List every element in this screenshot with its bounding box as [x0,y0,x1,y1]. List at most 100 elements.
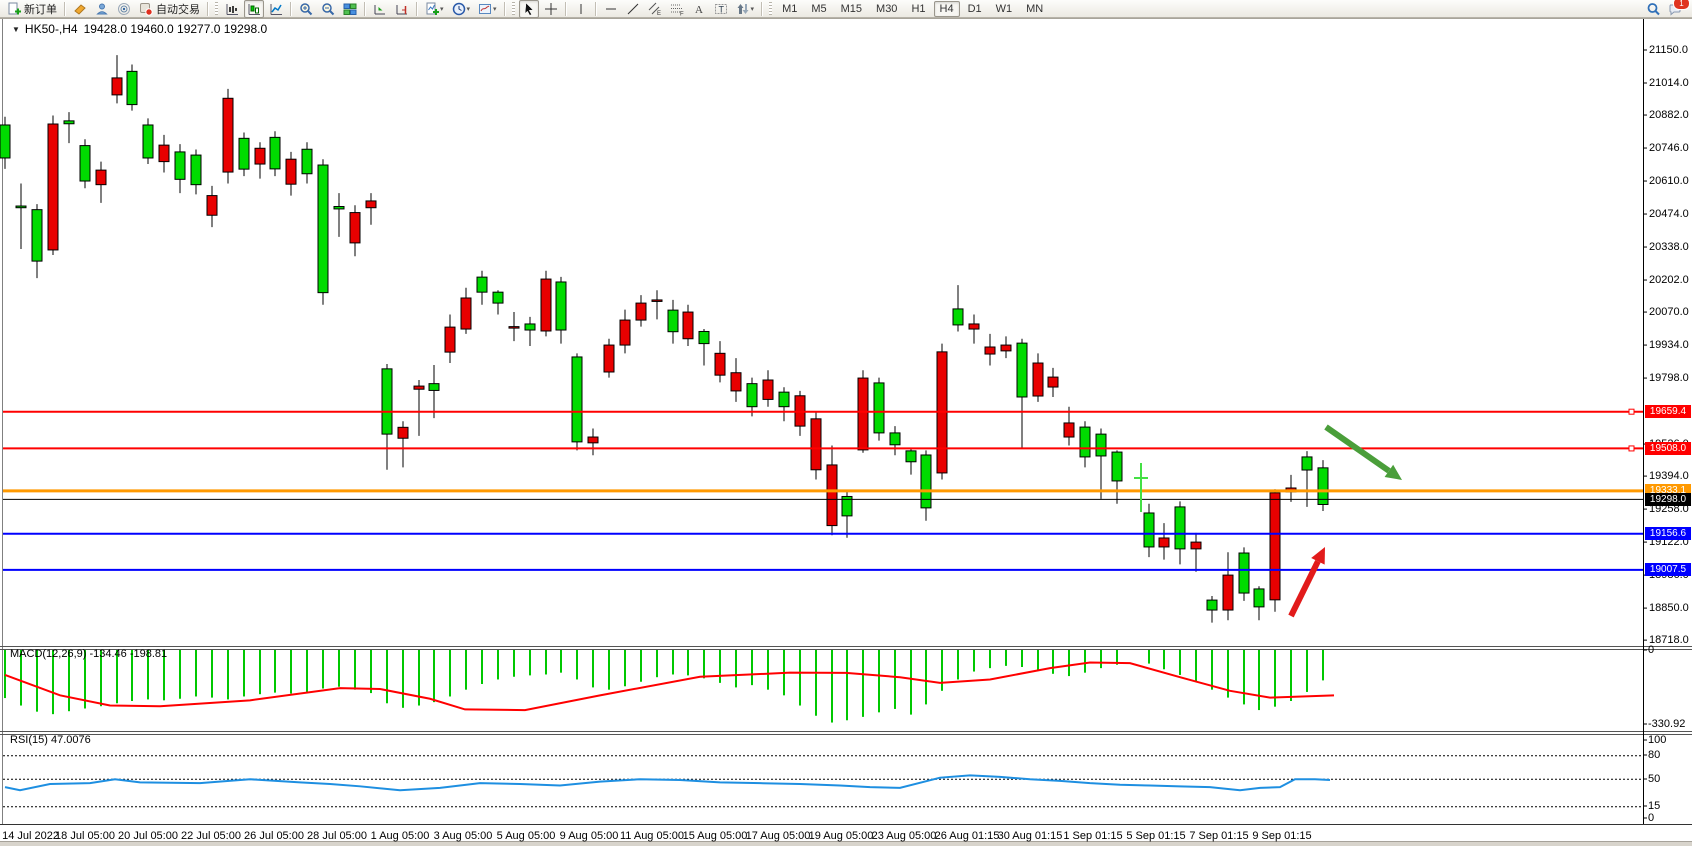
shapes-icon [736,2,750,16]
candle-body [952,308,964,326]
candle-body [730,372,742,392]
search-icon [1646,2,1660,16]
autotrade-icon [139,2,153,16]
hline-button[interactable] [601,0,621,18]
candle-body [15,205,27,209]
chevron-down-icon[interactable]: ▾ [440,5,444,13]
tile-windows-button[interactable] [340,0,360,18]
red-arrow-head[interactable] [1311,547,1325,565]
candle-body [333,206,345,210]
line-chart-button[interactable] [266,0,286,18]
time-axis[interactable] [0,825,1692,841]
candle-body [1269,492,1281,601]
radar-button[interactable] [114,0,134,18]
candle-body [1111,451,1123,482]
toolbar-drag-handle[interactable] [511,2,515,15]
candlestick-series [0,55,1329,623]
zoom-out-button[interactable] [318,0,338,18]
position-cross-marker[interactable] [1134,463,1148,512]
candle-body [126,70,138,106]
timeframe-button-h1[interactable]: H1 [911,2,926,15]
crosshair-button[interactable] [541,0,561,18]
timeframe-button-mn[interactable]: MN [1026,2,1044,15]
timeframe-button-m30[interactable]: M30 [876,2,898,15]
label-button[interactable]: T [711,0,731,18]
bars-chart-button[interactable] [222,0,242,18]
templates-button[interactable]: ▾ [475,0,500,18]
level-handle[interactable] [1628,445,1635,452]
timeframe-button-m1[interactable]: M1 [782,2,798,15]
toolbar-drag-handle[interactable] [769,2,773,15]
candle-body [540,278,552,332]
timeframe-button-m15[interactable]: M15 [840,2,863,15]
green-arrow[interactable] [1324,424,1391,474]
periods-button[interactable]: ▾ [449,0,474,18]
candle-body [1190,541,1202,550]
styler-button[interactable] [70,0,90,18]
candle-body [381,368,393,435]
candle-body [349,212,361,244]
notifications-button[interactable]: 1 [1665,0,1690,18]
trendline-button[interactable] [623,0,643,18]
profile-button[interactable] [92,0,112,18]
candle-body [603,344,615,373]
candle-body [111,77,123,96]
timeframe-button-h4[interactable]: H4 [933,0,960,17]
red-arrow[interactable] [1288,560,1321,618]
level-handle[interactable] [1628,408,1635,415]
zoom-in-button[interactable] [296,0,316,18]
autotrade-button[interactable]: 自动交易 [136,0,203,18]
candle-body [810,418,822,471]
toolbar-separator [290,1,292,16]
candle-body [968,323,980,330]
new-order-button[interactable]: 新订单 [4,0,60,18]
chevron-down-icon[interactable]: ▾ [466,5,471,13]
candle-body [47,123,59,251]
text-button[interactable]: A [689,0,709,18]
autoscroll-button[interactable] [370,0,390,18]
chart-shift-button[interactable] [392,0,412,18]
search-button[interactable] [1643,0,1663,18]
green-arrow-head[interactable] [1384,464,1402,480]
text-icon: A [692,2,706,16]
candle-body [317,164,329,294]
candle-body [158,144,170,163]
cursor-button[interactable] [518,0,539,18]
vline-button[interactable] [571,0,591,18]
candle-body [206,195,218,216]
candle-body [651,299,663,302]
toolbar-separator [416,1,418,16]
shapes-button[interactable]: ▾ [733,0,758,18]
macd-histogram [4,650,1324,723]
candle-body [714,352,726,376]
candle-body [841,495,853,517]
crosshair-icon [544,2,558,16]
chevron-down-icon[interactable]: ▾ [750,5,755,13]
macd-signal-line [4,661,1335,712]
rsi-line [4,774,1331,792]
candle-body [1063,422,1075,438]
candle-body [1143,512,1155,548]
fibo-icon: F [670,2,684,16]
candle-body [444,326,456,353]
candle-body [1000,344,1012,352]
candle-body [142,124,154,159]
timeframe-button-d1[interactable]: D1 [967,2,982,15]
candle-body [1032,362,1044,397]
indicators-button[interactable]: ▾ [422,0,447,18]
timeframe-button-m5[interactable]: M5 [811,2,827,15]
chevron-down-icon[interactable]: ▾ [493,5,497,13]
cursor-icon [522,1,536,16]
chevron-down-icon[interactable]: ▼ [12,24,20,34]
candle-body [889,432,901,446]
timeframe-button-w1[interactable]: W1 [995,2,1013,15]
new-order-icon [7,2,21,16]
profile-icon [95,2,109,16]
template-icon [478,2,492,16]
toolbar-drag-handle[interactable] [215,2,218,15]
channel-button[interactable]: E [645,0,665,18]
candle-body [301,148,313,175]
candles-chart-button[interactable] [244,0,264,18]
fibo-button[interactable]: F [667,0,687,18]
